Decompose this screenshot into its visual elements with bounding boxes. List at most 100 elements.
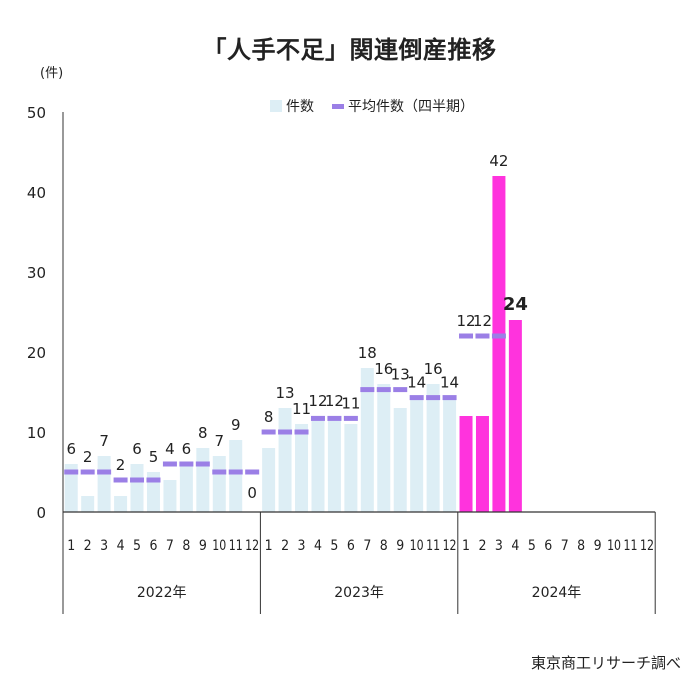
bar [114, 496, 128, 512]
average-marker [294, 429, 309, 435]
average-marker [426, 395, 441, 401]
average-marker [245, 469, 260, 475]
x-tick-label-month: 9 [594, 538, 602, 554]
bar [163, 480, 177, 512]
source-note: 東京商工リサーチ調べ [530, 654, 681, 672]
data-label: 8 [264, 408, 274, 426]
average-marker [475, 333, 490, 339]
legend-label-average: 平均件数（四半期） [348, 99, 474, 115]
x-tick-label-month: 8 [182, 538, 190, 554]
x-tick-label-month: 11 [426, 538, 440, 554]
bar [97, 456, 111, 512]
average-marker [212, 469, 227, 475]
data-label: 13 [276, 384, 295, 402]
x-tick-label-month: 3 [100, 538, 108, 554]
x-tick-label-month: 7 [166, 538, 174, 554]
x-tick-label-month: 1 [67, 538, 75, 554]
average-marker [442, 395, 457, 401]
average-marker [195, 461, 210, 467]
data-label: 12 [473, 312, 492, 330]
average-marker [360, 387, 375, 393]
bar [278, 408, 292, 512]
data-label: 8 [198, 424, 208, 442]
bar [64, 464, 78, 512]
data-label: 12 [325, 392, 344, 410]
x-tick-label-month: 9 [396, 538, 404, 554]
bar [229, 440, 243, 512]
data-label: 6 [132, 440, 142, 458]
x-tick-label-month: 9 [199, 538, 207, 554]
x-tick-label-year: 2023年 [334, 585, 384, 601]
average-marker [261, 429, 276, 435]
x-tick-label-month: 3 [495, 538, 503, 554]
data-label: 16 [424, 360, 443, 378]
data-label: 13 [391, 366, 410, 384]
average-marker [97, 469, 112, 475]
x-tick-label-month: 2 [281, 538, 289, 554]
average-marker [228, 469, 243, 475]
bar [459, 416, 473, 512]
legend-label-count: 件数 [286, 99, 314, 115]
data-label: 7 [215, 432, 225, 450]
bar [377, 384, 391, 512]
data-label: 12 [456, 312, 475, 330]
bar [410, 400, 424, 512]
average-marker [310, 415, 325, 421]
data-label: 4 [165, 440, 175, 458]
data-label: 2 [83, 448, 93, 466]
x-tick-label-month: 6 [544, 538, 552, 554]
average-marker [113, 477, 128, 483]
x-tick-label-month: 12 [443, 538, 457, 554]
data-label: 0 [247, 484, 257, 502]
data-label: 12 [308, 392, 327, 410]
y-tick-label: 40 [27, 184, 46, 202]
data-label: 5 [149, 448, 159, 466]
average-marker [393, 387, 408, 393]
bar [212, 456, 226, 512]
x-tick-label-month: 11 [229, 538, 243, 554]
data-label: 16 [374, 360, 393, 378]
y-tick-label: 20 [27, 344, 46, 362]
bar [360, 368, 374, 512]
bar [311, 416, 325, 512]
average-marker [179, 461, 194, 467]
bar [130, 464, 144, 512]
x-tick-label-month: 2 [84, 538, 92, 554]
y-tick-label: 10 [27, 424, 46, 442]
bar [475, 416, 489, 512]
data-label: 7 [99, 432, 109, 450]
bar [196, 448, 210, 512]
data-label: 18 [358, 344, 377, 362]
data-label: 9 [231, 416, 241, 434]
x-tick-label-month: 10 [410, 538, 424, 554]
data-label: 24 [503, 294, 528, 315]
x-tick-label-month: 2 [478, 538, 486, 554]
x-tick-label-month: 6 [149, 538, 157, 554]
x-tick-label-month: 4 [314, 538, 322, 554]
x-tick-label-year: 2024年 [532, 585, 582, 601]
x-tick-label-month: 7 [363, 538, 371, 554]
legend-item-count: 件数 [270, 96, 314, 116]
chart-title: 「人手不足」関連倒産推移 [202, 36, 497, 64]
bar [426, 384, 440, 512]
x-tick-label-month: 11 [624, 538, 638, 554]
average-marker [376, 387, 391, 393]
x-tick-label-month: 12 [245, 538, 259, 554]
bar [344, 424, 358, 512]
average-marker [64, 469, 79, 475]
average-marker [146, 477, 161, 483]
data-label: 2 [116, 456, 126, 474]
legend-swatch-bar [270, 100, 282, 112]
bar [492, 176, 506, 512]
bar [393, 408, 407, 512]
x-tick-label-month: 3 [298, 538, 306, 554]
x-tick-label-month: 12 [640, 538, 654, 554]
bar [262, 448, 276, 512]
average-marker [327, 415, 342, 421]
bar [295, 424, 309, 512]
y-tick-label: 50 [27, 104, 46, 122]
average-marker [130, 477, 145, 483]
x-tick-label-month: 10 [212, 538, 226, 554]
y-tick-label: 0 [36, 504, 46, 522]
